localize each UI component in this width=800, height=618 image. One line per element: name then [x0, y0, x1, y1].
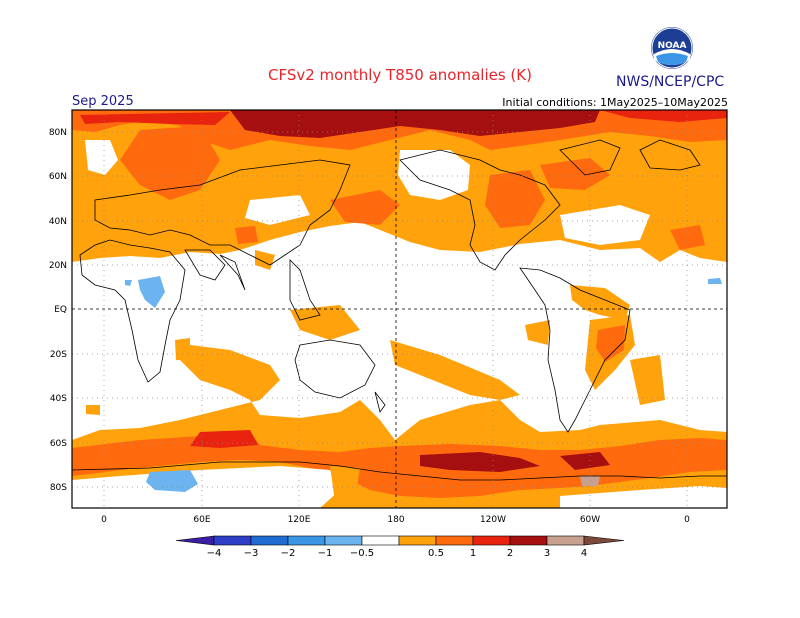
cold-spot-antarctic [146, 470, 198, 492]
colorbar-segment [213, 535, 252, 546]
nh-very-hot [230, 110, 600, 138]
lat-label: 40N [49, 217, 67, 227]
latitude-labels: 80N 60N 40N 20N EQ 20S 40S 60S 80S [49, 128, 67, 493]
cold-spot-africa [138, 276, 165, 308]
colorbar-segment [287, 535, 326, 546]
lat-label: 40S [50, 394, 67, 404]
lat-label: 20S [50, 350, 67, 360]
colorbar-high-extension [583, 535, 625, 546]
colorbar: −4 −3 −2 −1 −0.5 0.5 1 2 3 4 [175, 535, 625, 559]
lat-label: 80N [49, 128, 67, 138]
graticule [72, 110, 727, 508]
colorbar-segment [546, 535, 585, 546]
colorbar-label: 4 [581, 548, 587, 559]
valid-month: Sep 2025 [72, 94, 134, 109]
coastlines [72, 139, 727, 481]
colorbar-label: −4 [207, 548, 222, 559]
colorbar-label: −2 [281, 548, 296, 559]
agency-label: NWS/NCEP/CPC [616, 74, 725, 90]
longitude-labels: 0 60E 120E 180 120W 60W 0 [101, 515, 690, 525]
lat-label: 20N [49, 261, 67, 271]
sh-hot-band [72, 432, 727, 498]
colorbar-segment [435, 535, 474, 546]
colorbar-label: 3 [544, 548, 550, 559]
colorbar-segment [509, 535, 548, 546]
lon-label: 60W [580, 515, 600, 525]
colorbar-label: 0.5 [428, 548, 444, 559]
colorbar-label: −0.5 [350, 548, 374, 559]
logo-text: NOAA [658, 41, 687, 51]
colorbar-label: −3 [244, 548, 259, 559]
colorbar-segment [472, 535, 511, 546]
colorbar-segment [250, 535, 289, 546]
page-title: CFSv2 monthly T850 anomalies (K) [268, 66, 532, 84]
colorbar-segment [398, 535, 437, 546]
lon-label: 120W [480, 515, 506, 525]
initial-conditions: Initial conditions: 1May2025–10May2025 [502, 96, 728, 109]
lat-label: EQ [54, 305, 67, 315]
plot-frame [71, 109, 728, 509]
lon-label: 0 [684, 515, 690, 525]
lon-label: 60E [193, 515, 210, 525]
colorbar-label: 2 [507, 548, 513, 559]
lon-label: 0 [101, 515, 107, 525]
colorbar-segment [324, 535, 363, 546]
lat-label: 60N [49, 172, 67, 182]
lon-label: 120E [288, 515, 311, 525]
colorbar-label: 1 [470, 548, 476, 559]
colorbar-label: −1 [318, 548, 333, 559]
noaa-logo: NOAA [651, 27, 693, 69]
lat-label: 80S [50, 483, 67, 493]
lon-label: 180 [387, 515, 404, 525]
colorbar-low-extension [175, 535, 215, 546]
lat-label: 60S [50, 439, 67, 449]
colorbar-segment [361, 535, 400, 546]
